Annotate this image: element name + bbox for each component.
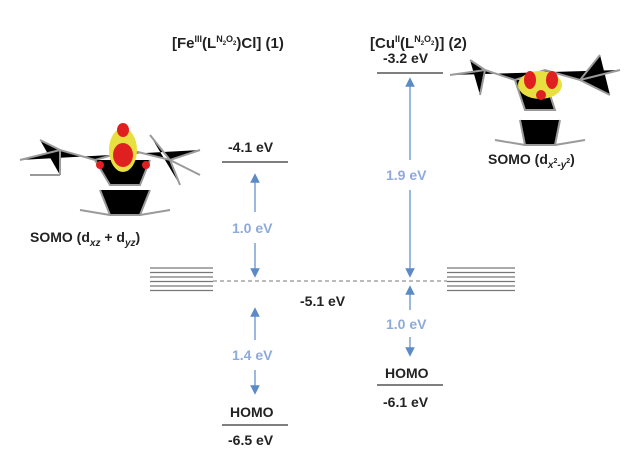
cu-molecule (450, 55, 620, 145)
somo-part: + d (100, 229, 125, 245)
title-part: (L (202, 35, 216, 52)
upper-energy: -3.2 eV (383, 50, 429, 66)
homo-label: HOMO (385, 365, 429, 381)
title-part: O (226, 34, 233, 44)
title-part: )Cl] (1) (236, 35, 284, 52)
somo-label-1: SOMO (dxz + dyz) (30, 229, 140, 249)
title-part: )] (2) (434, 35, 467, 52)
somo-part: ) (136, 229, 141, 245)
homo-energy: -6.1 eV (383, 394, 429, 410)
somo-part: xz (89, 238, 101, 249)
gap-label: 1.9 eV (386, 167, 427, 183)
energy-diagram: [FeIII(LN2O2)Cl] (1) [CuII(LN2O2)] (2) S… (0, 0, 637, 450)
somo-part: SOMO (d (30, 229, 90, 245)
somo-part: SOMO (d (488, 151, 548, 167)
somo-part: ) (570, 151, 575, 167)
reference-energy: -5.1 eV (300, 293, 346, 309)
band-right (447, 268, 515, 291)
complex-1-title: [FeIII(LN2O2)Cl] (1) (172, 34, 284, 52)
fe-molecule (20, 123, 200, 215)
band-left (150, 268, 213, 291)
upper-energy: -4.1 eV (228, 139, 274, 155)
title-part: III (195, 34, 203, 44)
title-part: [Fe (172, 35, 195, 52)
title-part: O (424, 34, 431, 44)
somo-label-2: SOMO (dx2-y2) (488, 151, 575, 171)
homo-label: HOMO (230, 404, 274, 420)
gap-label: 1.0 eV (386, 316, 427, 332)
gap-label: 1.0 eV (232, 220, 273, 236)
gap-label: 1.4 eV (232, 347, 273, 363)
somo-part: yz (124, 238, 136, 249)
homo-energy: -6.5 eV (228, 432, 274, 448)
